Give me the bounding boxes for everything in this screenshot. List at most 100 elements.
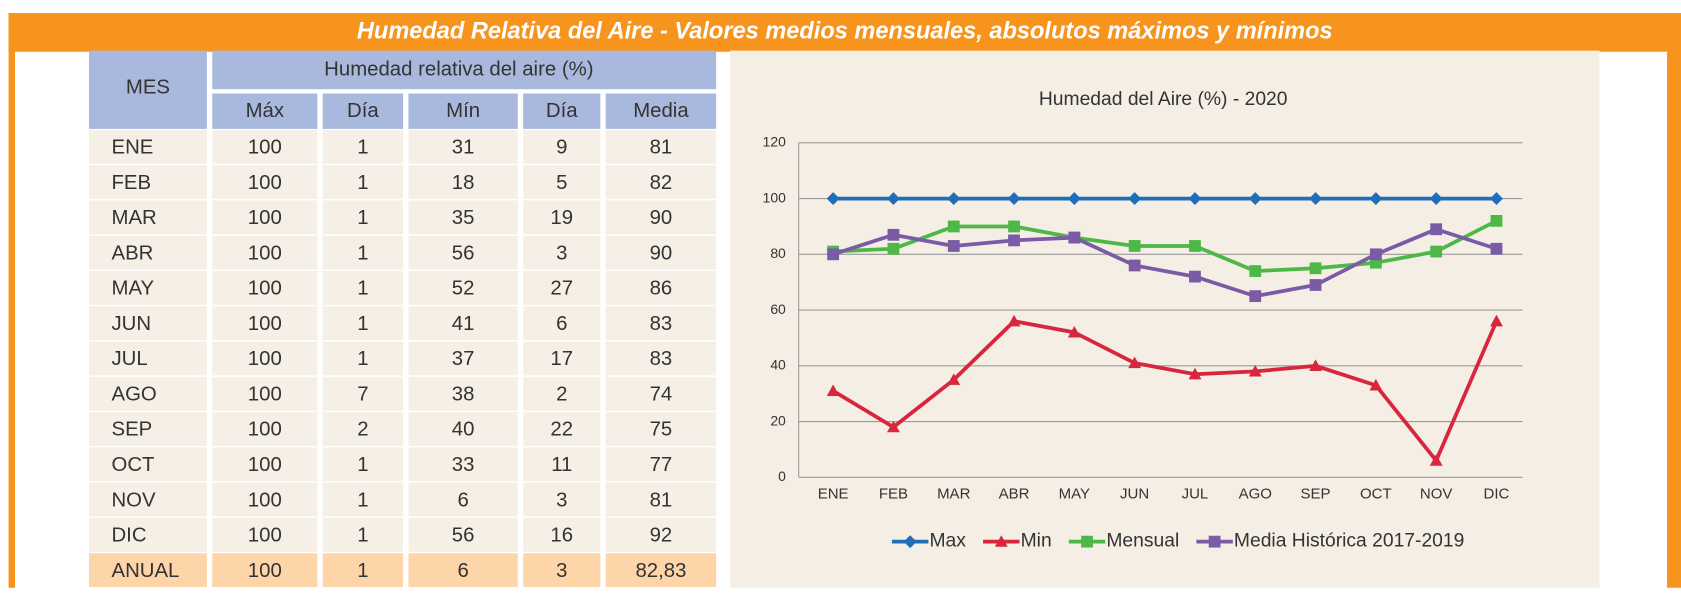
- cell-text: 27: [550, 278, 573, 300]
- table-cell: [523, 517, 601, 552]
- cell-text: 74: [650, 383, 673, 405]
- cell-text: 56: [452, 525, 475, 547]
- point: [887, 242, 900, 255]
- cell-text: 100: [248, 419, 282, 441]
- cell-text: ANUAL: [111, 560, 179, 582]
- table-cell: [212, 129, 318, 164]
- table-cell: [605, 376, 717, 411]
- table-cell: [88, 553, 207, 587]
- header-text: MES: [126, 77, 170, 99]
- cell-text: 1: [357, 207, 368, 229]
- table-cell: [523, 482, 601, 517]
- table-cell: [322, 306, 404, 341]
- table-cell: [88, 412, 207, 446]
- point: [887, 228, 900, 241]
- x-tick-label: DIC: [1484, 485, 1510, 502]
- point: [1248, 192, 1262, 206]
- cell-text: 1: [357, 242, 368, 264]
- point: [1128, 240, 1141, 252]
- cell-text: 2: [357, 419, 368, 441]
- table-cell: [523, 165, 601, 200]
- x-tick-label: FEB: [879, 485, 908, 502]
- x-tick-label: MAY: [1059, 485, 1090, 502]
- table-cell: [322, 235, 404, 270]
- header-cell: [212, 93, 318, 129]
- table-cell: [88, 341, 207, 376]
- table-cell: [212, 553, 318, 587]
- point: [1309, 359, 1322, 371]
- cell-text: 100: [248, 489, 282, 511]
- cell-text: 22: [550, 419, 573, 441]
- x-tick-label: OCT: [1360, 485, 1392, 502]
- y-tick-label: 40: [770, 357, 786, 373]
- cell-text: 82,83: [635, 560, 686, 582]
- frame-left: [8, 13, 16, 588]
- table-cell: [322, 482, 404, 517]
- cell-text: 38: [452, 383, 475, 405]
- header-cell: [605, 93, 717, 129]
- cell-text: 6: [457, 489, 468, 511]
- point: [1188, 367, 1202, 380]
- y-tick-label: 0: [778, 468, 786, 484]
- table-cell: [212, 412, 318, 446]
- cell-text: 3: [556, 242, 567, 264]
- point: [1429, 454, 1443, 466]
- point: [1490, 214, 1503, 227]
- cell-text: 1: [357, 313, 368, 335]
- y-tick-label: 120: [763, 134, 786, 150]
- legend-marker: [1081, 535, 1093, 548]
- table-cell: [408, 271, 518, 305]
- cell-text: 1: [357, 278, 368, 300]
- cell-text: 1: [357, 137, 368, 159]
- cell-text: 35: [452, 207, 475, 229]
- cell-text: 86: [650, 278, 673, 300]
- cell-text: 1: [357, 525, 368, 547]
- cell-text: 6: [457, 560, 468, 582]
- header-cell: [523, 93, 601, 129]
- point: [1128, 259, 1141, 272]
- table-cell: [322, 517, 404, 552]
- table-cell: [322, 412, 404, 446]
- point: [887, 420, 900, 433]
- table-cell: [212, 447, 318, 482]
- legend-marker: [994, 535, 1008, 547]
- cell-text: 100: [248, 207, 282, 229]
- table-cell: [212, 271, 318, 305]
- cell-text: MAY: [111, 278, 154, 300]
- chart-panel: [730, 50, 1600, 588]
- table-cell: [322, 200, 404, 235]
- table-cell: [605, 341, 717, 376]
- y-tick-label: 20: [770, 412, 786, 428]
- cell-text: 90: [650, 242, 673, 264]
- point: [1430, 245, 1443, 258]
- table-cell: [523, 200, 601, 235]
- table-cell: [212, 165, 318, 200]
- table-cell: [88, 200, 207, 235]
- cell-text: 100: [248, 137, 282, 159]
- x-tick-label: MAR: [937, 485, 971, 502]
- table-cell: [88, 271, 207, 305]
- cell-text: 83: [650, 313, 673, 335]
- table-cell: [408, 341, 518, 376]
- point: [1309, 192, 1322, 206]
- series-line: [833, 219, 1498, 273]
- point: [1008, 220, 1020, 233]
- point: [1309, 279, 1322, 291]
- cell-text: 83: [650, 348, 673, 370]
- point: [1490, 242, 1503, 255]
- cell-text: 18: [452, 172, 475, 194]
- table-cell: [408, 235, 518, 270]
- table-cell: [212, 306, 318, 341]
- table-cell: [523, 376, 601, 411]
- cell-text: 9: [556, 137, 567, 159]
- table-cell: [523, 129, 601, 164]
- header-cell: [322, 93, 404, 129]
- point: [947, 220, 960, 233]
- cell-text: 17: [550, 348, 573, 370]
- legend-label: Mensual: [1106, 531, 1179, 552]
- table-cell: [322, 341, 404, 376]
- header-text: Mín: [446, 100, 480, 122]
- cell-text: 100: [248, 172, 282, 194]
- cell-text: JUN: [111, 313, 151, 335]
